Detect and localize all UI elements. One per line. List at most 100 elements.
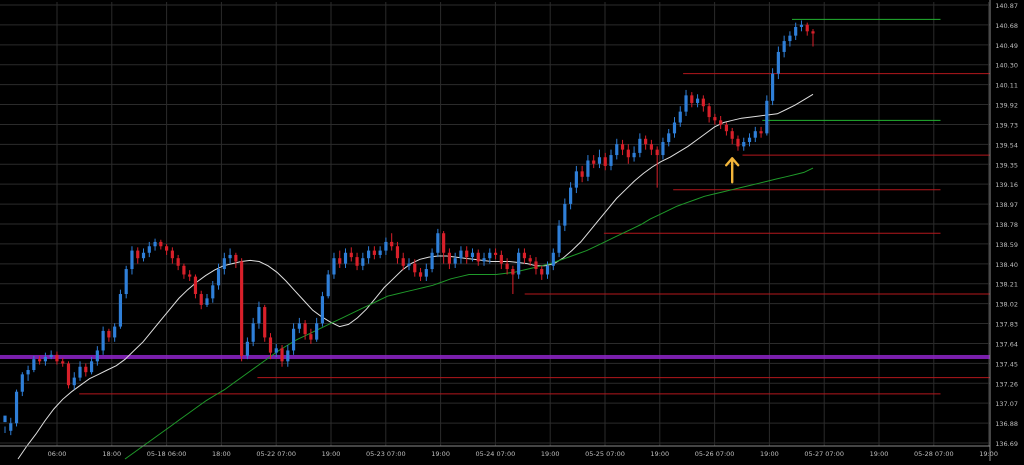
candle-body bbox=[14, 391, 19, 424]
candle-body bbox=[118, 294, 123, 327]
candle-body bbox=[245, 341, 249, 356]
y-tick-label: 138.21 bbox=[995, 281, 1018, 289]
candle-body bbox=[424, 269, 428, 277]
candle-body bbox=[574, 171, 578, 188]
candle-body bbox=[107, 330, 111, 338]
candle-body bbox=[609, 155, 613, 166]
candle-body bbox=[586, 160, 590, 177]
candle-body bbox=[349, 252, 353, 258]
candle-body bbox=[141, 252, 146, 259]
y-tick-label: 138.02 bbox=[995, 301, 1018, 309]
candle-body bbox=[413, 263, 417, 273]
candle-body bbox=[136, 250, 140, 259]
candle-body bbox=[89, 361, 94, 373]
level-band-purple bbox=[0, 354, 990, 359]
candle-body bbox=[32, 359, 36, 371]
candle-body bbox=[776, 51, 780, 74]
candle-body bbox=[355, 257, 359, 266]
y-tick-label: 136.69 bbox=[995, 440, 1018, 448]
candle-body bbox=[124, 269, 128, 295]
candle-body bbox=[701, 98, 705, 107]
candle-body bbox=[753, 131, 757, 138]
candle-body bbox=[170, 250, 174, 259]
x-tick-label: 05-22 07:00 bbox=[256, 450, 296, 458]
ma-slow-line bbox=[124, 167, 814, 460]
candle-body bbox=[493, 252, 498, 255]
candle-body bbox=[603, 157, 607, 166]
candle-body bbox=[199, 294, 203, 305]
x-tick-label: 05-24 07:00 bbox=[476, 450, 516, 458]
candle-body bbox=[309, 334, 313, 340]
candle-body bbox=[540, 269, 544, 275]
candle-body bbox=[291, 328, 296, 351]
candle-body bbox=[9, 423, 13, 431]
candle-body bbox=[211, 285, 215, 299]
y-tick-label: 139.16 bbox=[995, 181, 1018, 189]
candle-body bbox=[38, 359, 42, 362]
candle-body bbox=[713, 117, 717, 121]
candle-body bbox=[690, 95, 694, 103]
candle-body bbox=[747, 137, 752, 143]
candle-body bbox=[228, 254, 232, 259]
x-tick-label: 18:00 bbox=[102, 450, 121, 458]
candle-body bbox=[724, 124, 729, 132]
candle-body bbox=[332, 258, 336, 275]
candle-body bbox=[597, 157, 602, 164]
x-tick-label: 19:00 bbox=[650, 450, 669, 458]
candle-body bbox=[811, 31, 815, 34]
candle-body bbox=[72, 377, 76, 386]
candle-body bbox=[563, 203, 567, 226]
y-tick-label: 140.30 bbox=[995, 62, 1018, 70]
grid bbox=[0, 2, 990, 446]
candle-body bbox=[511, 269, 515, 275]
candle-body bbox=[470, 252, 475, 258]
candle-body bbox=[343, 252, 348, 264]
candle-body bbox=[788, 35, 792, 42]
candle-body bbox=[26, 370, 30, 375]
y-tick-label: 137.64 bbox=[995, 340, 1018, 348]
candle-body bbox=[315, 323, 319, 340]
candle-body bbox=[384, 241, 388, 251]
candle-body bbox=[759, 131, 763, 134]
candle-body bbox=[234, 254, 238, 262]
candle-body bbox=[3, 415, 7, 423]
candle-body bbox=[580, 171, 584, 177]
candle-body bbox=[263, 307, 267, 338]
x-tick-label: 19:00 bbox=[541, 450, 560, 458]
candle-body bbox=[78, 366, 82, 378]
y-tick-label: 137.45 bbox=[995, 360, 1018, 368]
candle-body bbox=[742, 142, 746, 147]
candle-body bbox=[205, 298, 209, 305]
candle-body bbox=[326, 274, 330, 297]
y-tick-label: 138.78 bbox=[995, 221, 1018, 229]
candle-body bbox=[436, 233, 440, 253]
x-tick-label: 05-28 07:00 bbox=[914, 450, 954, 458]
candle-body bbox=[372, 250, 376, 255]
candle-body bbox=[638, 138, 642, 153]
candle-body bbox=[101, 330, 105, 351]
candle-body bbox=[280, 348, 284, 362]
x-tick-label: 05-18 06:00 bbox=[147, 450, 187, 458]
candle-body bbox=[216, 269, 221, 286]
x-tick-label: 19:00 bbox=[979, 450, 998, 458]
candle-body bbox=[188, 274, 192, 277]
y-tick-label: 140.49 bbox=[995, 42, 1018, 50]
candle-body bbox=[20, 374, 24, 392]
candle-body bbox=[378, 250, 382, 255]
candle-body bbox=[545, 265, 550, 275]
candle-body bbox=[338, 258, 342, 264]
x-tick-label: 18:00 bbox=[212, 450, 231, 458]
candle-body bbox=[165, 246, 169, 251]
x-tick-label: 19:00 bbox=[870, 450, 889, 458]
y-tick-label: 136.88 bbox=[995, 420, 1018, 428]
candle-body bbox=[707, 106, 711, 118]
y-tick-label: 138.59 bbox=[995, 241, 1018, 249]
candle-body bbox=[649, 144, 653, 150]
candle-body bbox=[182, 265, 186, 275]
candle-body bbox=[159, 241, 163, 247]
x-tick-label: 05-26 07:00 bbox=[695, 450, 735, 458]
candle-body bbox=[771, 73, 775, 101]
